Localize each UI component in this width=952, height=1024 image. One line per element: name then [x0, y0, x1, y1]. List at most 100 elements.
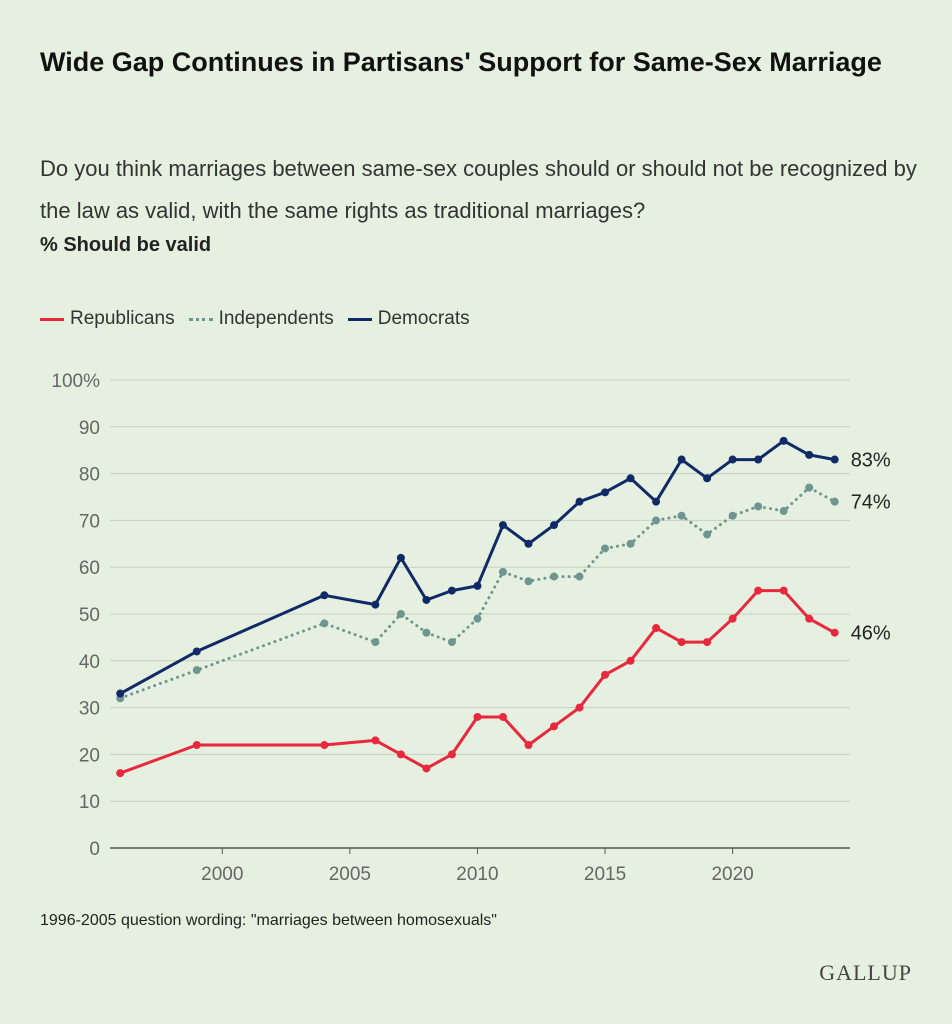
data-point-independents: [550, 572, 558, 581]
data-point-republicans: [601, 670, 610, 679]
data-point-democrats: [498, 521, 507, 530]
data-point-republicans: [805, 614, 814, 623]
data-point-democrats: [703, 474, 712, 483]
data-point-republicans: [703, 638, 712, 647]
data-point-independents: [754, 502, 763, 511]
series-line-democrats: [118, 439, 837, 696]
x-tick-label: 2005: [329, 864, 371, 885]
data-point-democrats: [677, 455, 686, 464]
data-point-democrats: [601, 488, 610, 497]
data-point-democrats: [192, 647, 201, 656]
data-point-independents: [728, 511, 737, 520]
chart-title: Wide Gap Continues in Partisans' Support…: [40, 47, 882, 77]
data-point-republicans: [830, 628, 839, 637]
data-point-democrats: [779, 436, 788, 445]
data-point-republicans: [320, 741, 329, 750]
data-point-republicans: [116, 769, 125, 778]
legend-swatch-republicans: [40, 317, 64, 321]
legend-swatch-democrats: [347, 317, 372, 321]
data-point-independents: [626, 539, 635, 548]
data-point-republicans: [371, 736, 380, 745]
y-tick-label: 30: [79, 699, 100, 720]
data-point-republicans: [396, 750, 405, 759]
legend-label-independents: Independents: [218, 308, 334, 329]
data-point-independents: [422, 628, 431, 637]
data-point-democrats: [575, 497, 584, 506]
data-point-independents: [601, 544, 610, 553]
data-point-republicans: [550, 722, 558, 731]
legend-item-republicans: Republicans: [40, 308, 175, 330]
data-point-independents: [396, 610, 405, 618]
x-tick-label: 2000: [201, 864, 243, 885]
data-point-republicans: [728, 614, 737, 623]
data-point-democrats: [116, 689, 125, 698]
data-point-democrats: [473, 581, 482, 590]
data-point-independents: [677, 511, 686, 520]
data-point-democrats: [652, 497, 661, 506]
data-point-independents: [498, 567, 507, 576]
series-line-independents: [118, 486, 837, 700]
y-tick-label: 80: [79, 465, 100, 486]
data-point-democrats: [728, 455, 737, 464]
y-tick-label: 90: [79, 418, 100, 439]
data-point-democrats: [524, 539, 533, 548]
legend-label-democrats: Democrats: [377, 308, 470, 329]
data-point-democrats: [805, 450, 814, 459]
measure-label: % Should be valid: [40, 234, 212, 256]
data-point-independents: [779, 507, 788, 516]
end-label-independents: 74%: [851, 492, 891, 514]
data-point-democrats: [447, 586, 456, 595]
data-point-republicans: [447, 750, 456, 759]
legend-swatch-independents: [188, 317, 213, 321]
series-line-republicans: [118, 589, 837, 775]
data-point-republicans: [524, 741, 533, 750]
data-point-republicans: [473, 712, 482, 721]
legend-label-republicans: Republicans: [70, 308, 175, 329]
data-point-republicans: [422, 764, 431, 773]
data-point-independents: [805, 483, 814, 492]
data-point-democrats: [626, 474, 635, 483]
x-tick-label: 2020: [711, 864, 753, 885]
data-point-independents: [192, 666, 201, 675]
y-tick-label: 50: [79, 605, 100, 626]
y-tick-label: 100%: [51, 371, 100, 392]
x-tick-label: 2010: [456, 864, 498, 885]
chart-subtitle: Do you think marriages between same-sex …: [40, 156, 917, 223]
data-point-republicans: [498, 712, 507, 721]
data-point-independents: [652, 516, 661, 525]
end-label-democrats: 83%: [851, 450, 891, 472]
y-tick-label: 60: [79, 558, 100, 579]
end-label-republicans: 46%: [851, 623, 891, 645]
data-point-democrats: [830, 455, 839, 464]
x-tick-label: 2015: [584, 864, 626, 885]
data-point-independents: [473, 614, 482, 623]
footnote: 1996-2005 question wording: "marriages b…: [40, 912, 497, 929]
gallup-logo: GALLUP: [819, 960, 912, 985]
data-point-democrats: [422, 595, 431, 604]
data-point-republicans: [192, 741, 201, 750]
data-point-republicans: [754, 586, 763, 595]
y-tick-label: 10: [79, 792, 100, 813]
data-point-independents: [320, 619, 329, 628]
data-point-democrats: [320, 591, 329, 600]
data-point-democrats: [396, 553, 405, 562]
data-point-independents: [371, 638, 380, 647]
data-point-republicans: [626, 656, 635, 665]
y-tick-label: 40: [79, 652, 100, 673]
legend: Republicans Independents Democrats: [40, 308, 484, 330]
legend-item-democrats: Democrats: [347, 308, 470, 330]
data-point-republicans: [779, 586, 788, 595]
data-point-democrats: [550, 521, 558, 530]
data-point-democrats: [754, 455, 763, 464]
y-tick-label: 0: [89, 839, 100, 860]
y-tick-label: 20: [79, 745, 100, 766]
legend-item-independents: Independents: [188, 308, 334, 330]
data-point-independents: [447, 638, 456, 647]
data-point-republicans: [575, 703, 584, 712]
data-point-republicans: [677, 638, 686, 647]
data-point-independents: [575, 572, 584, 581]
data-point-independents: [703, 530, 712, 539]
data-point-republicans: [652, 624, 661, 633]
y-tick-label: 70: [79, 511, 100, 532]
